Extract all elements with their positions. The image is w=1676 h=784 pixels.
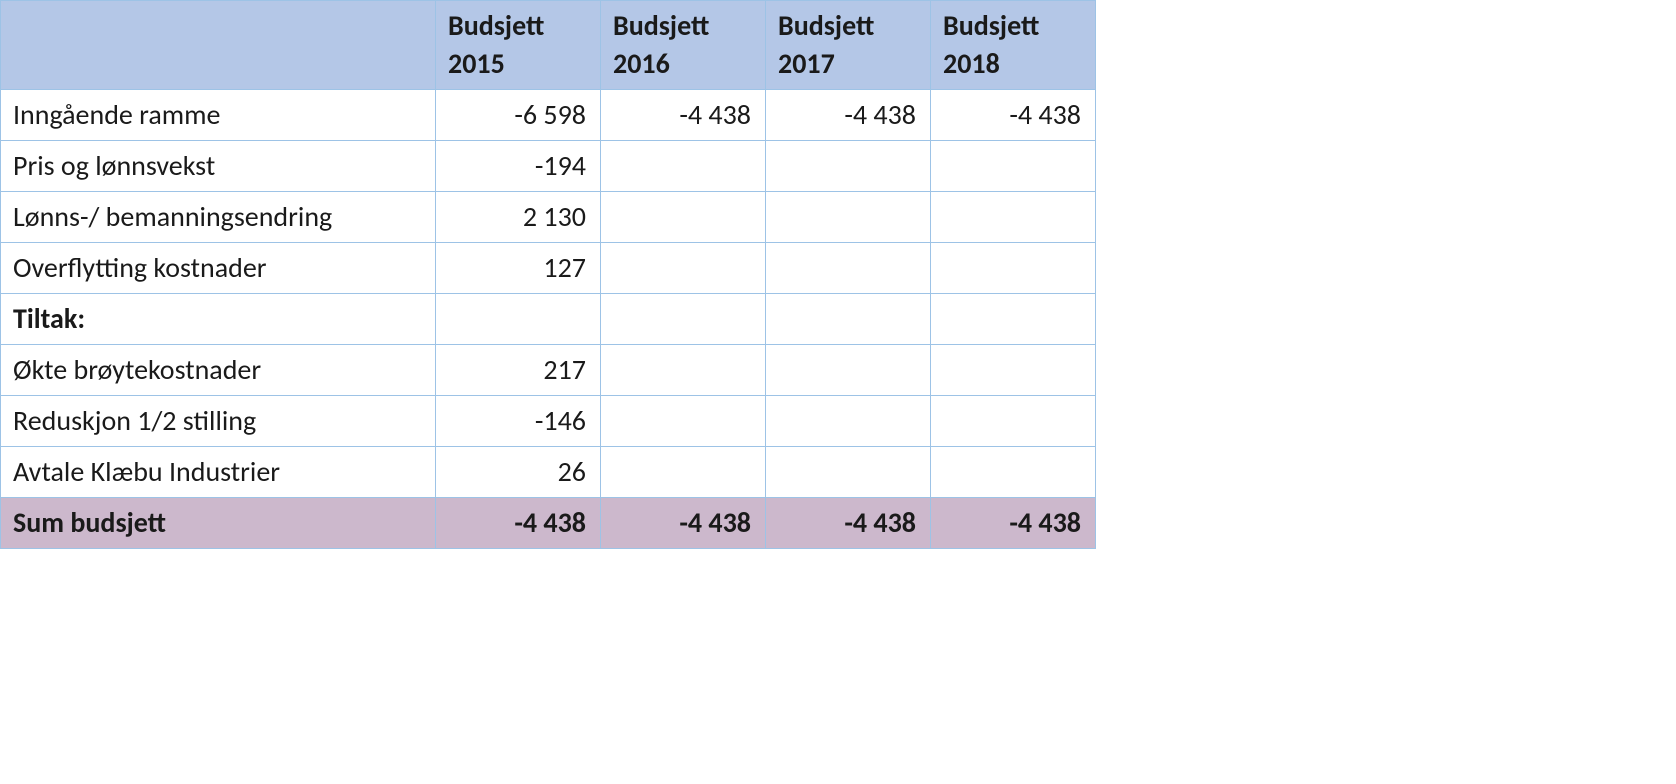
cell-v2016 <box>601 344 766 395</box>
cell-v2018 <box>931 395 1096 446</box>
cell-v2015: -6 598 <box>436 89 601 140</box>
sum-v2015: -4 438 <box>436 497 601 548</box>
row-label: Inngående ramme <box>1 89 436 140</box>
table-row: Tiltak: <box>1 293 1096 344</box>
row-label: Økte brøytekostnader <box>1 344 436 395</box>
cell-v2016 <box>601 191 766 242</box>
cell-v2015: -146 <box>436 395 601 446</box>
sum-v2018: -4 438 <box>931 497 1096 548</box>
cell-v2017 <box>766 293 931 344</box>
header-2018: Budsjett 2018 <box>931 1 1096 90</box>
cell-v2018 <box>931 446 1096 497</box>
row-label: Pris og lønnsvekst <box>1 140 436 191</box>
cell-v2015: 2 130 <box>436 191 601 242</box>
table-row: Avtale Klæbu Industrier26 <box>1 446 1096 497</box>
row-label: Overflytting kostnader <box>1 242 436 293</box>
cell-v2018 <box>931 344 1096 395</box>
header-2016: Budsjett 2016 <box>601 1 766 90</box>
cell-v2018 <box>931 293 1096 344</box>
sum-v2016: -4 438 <box>601 497 766 548</box>
cell-v2016 <box>601 242 766 293</box>
cell-v2018 <box>931 140 1096 191</box>
cell-v2017 <box>766 344 931 395</box>
header-2015: Budsjett 2015 <box>436 1 601 90</box>
cell-v2016 <box>601 140 766 191</box>
cell-v2016 <box>601 293 766 344</box>
cell-v2015: -194 <box>436 140 601 191</box>
cell-v2017 <box>766 140 931 191</box>
cell-v2015: 127 <box>436 242 601 293</box>
row-label: Tiltak: <box>1 293 436 344</box>
row-label: Lønns-/ bemanningsendring <box>1 191 436 242</box>
cell-v2017 <box>766 395 931 446</box>
row-label: Avtale Klæbu Industrier <box>1 446 436 497</box>
sum-v2017: -4 438 <box>766 497 931 548</box>
table-row: Pris og lønnsvekst-194 <box>1 140 1096 191</box>
sum-label: Sum budsjett <box>1 497 436 548</box>
cell-v2017 <box>766 191 931 242</box>
cell-v2018 <box>931 191 1096 242</box>
budget-table: Budsjett 2015 Budsjett 2016 Budsjett 201… <box>0 0 1096 549</box>
cell-v2018 <box>931 242 1096 293</box>
cell-v2018: -4 438 <box>931 89 1096 140</box>
sum-row: Sum budsjett-4 438-4 438-4 438-4 438 <box>1 497 1096 548</box>
table-row: Reduskjon 1/2 stilling-146 <box>1 395 1096 446</box>
cell-v2017: -4 438 <box>766 89 931 140</box>
cell-v2015 <box>436 293 601 344</box>
header-row: Budsjett 2015 Budsjett 2016 Budsjett 201… <box>1 1 1096 90</box>
table-row: Økte brøytekostnader217 <box>1 344 1096 395</box>
table-row: Overflytting kostnader127 <box>1 242 1096 293</box>
cell-v2016: -4 438 <box>601 89 766 140</box>
table-row: Inngående ramme-6 598-4 438-4 438-4 438 <box>1 89 1096 140</box>
row-label: Reduskjon 1/2 stilling <box>1 395 436 446</box>
cell-v2017 <box>766 242 931 293</box>
header-2017: Budsjett 2017 <box>766 1 931 90</box>
table-row: Lønns-/ bemanningsendring2 130 <box>1 191 1096 242</box>
cell-v2016 <box>601 395 766 446</box>
cell-v2015: 26 <box>436 446 601 497</box>
cell-v2015: 217 <box>436 344 601 395</box>
cell-v2016 <box>601 446 766 497</box>
cell-v2017 <box>766 446 931 497</box>
header-blank <box>1 1 436 90</box>
